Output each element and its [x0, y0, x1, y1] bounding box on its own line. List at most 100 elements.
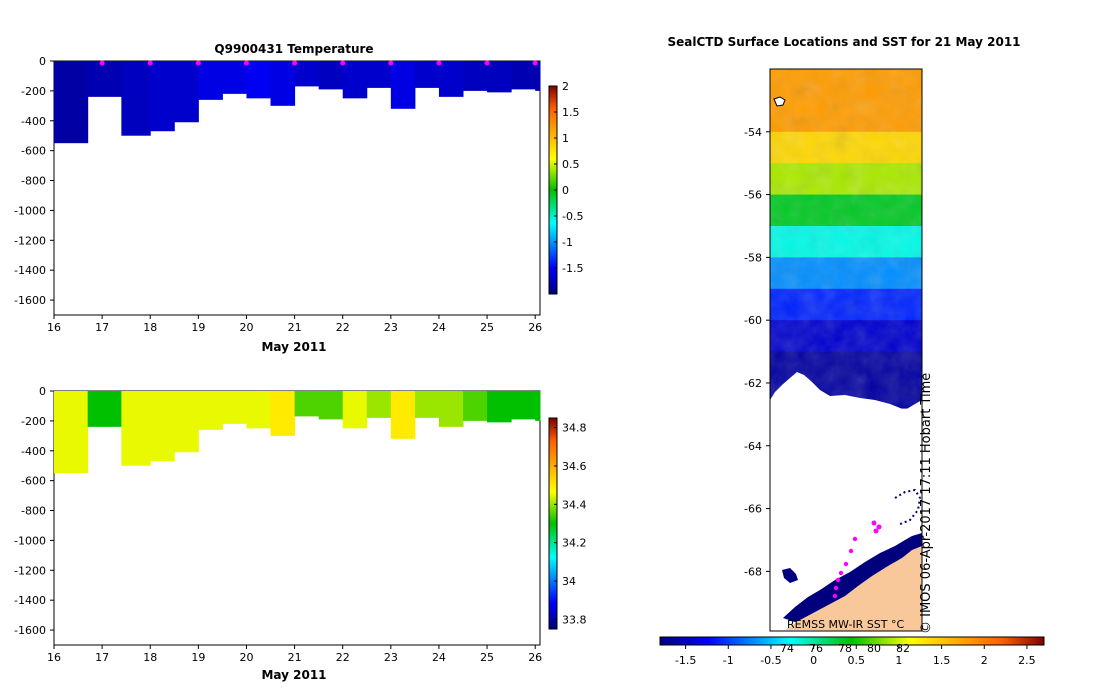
- x-tick-label: 16: [47, 321, 61, 334]
- y-tick-label: -1600: [14, 294, 46, 307]
- colorbar-tick-label: 33.8: [562, 613, 587, 626]
- lat-tick-label: -54: [744, 126, 762, 139]
- x-tick-label: 26: [528, 321, 542, 334]
- x-tick-label: 19: [191, 651, 205, 664]
- sst-colorbar-tick-label: 2.5: [1018, 654, 1036, 667]
- seal-location: [876, 524, 882, 530]
- profile-cell: [270, 391, 296, 436]
- x-tick-label: 20: [239, 651, 253, 664]
- profile-cell: [463, 391, 488, 421]
- sst-colorbar-sublabel: 74: [780, 642, 794, 655]
- profile-cell: [54, 391, 89, 474]
- profile-cell: [438, 61, 464, 97]
- sst-colorbar-tick-label: -1.5: [675, 654, 696, 667]
- sea-ice-edge-fringe: [894, 488, 922, 526]
- y-tick-label: -1400: [14, 264, 46, 277]
- y-tick-label: -400: [21, 115, 46, 128]
- colorbar-tick-label: -1.5: [562, 262, 583, 275]
- x-tick-label: 22: [336, 321, 350, 334]
- salinity-xlabel: May 2011: [261, 668, 326, 682]
- sst-colorbar-sublabel: 76: [809, 642, 823, 655]
- profile-cell: [535, 391, 541, 421]
- x-tick-label: 24: [432, 651, 446, 664]
- sea-ice-patch: [782, 568, 798, 583]
- colorbar-tick-label: -0.5: [562, 210, 583, 223]
- sst-colorbar-tick-label: 0: [810, 654, 817, 667]
- profile-cell: [414, 61, 440, 88]
- profile-cell: [390, 61, 416, 109]
- map-latitude-axis: -54 -56 -58 -60 -62 -64 -66 -68: [744, 126, 770, 578]
- colorbar-tick-label: 1: [562, 132, 569, 145]
- ice-edge: [770, 372, 922, 411]
- seal-location: [873, 528, 879, 534]
- profile-cell: [198, 61, 223, 100]
- seal-location: [843, 561, 849, 567]
- sst-colorbar-sublabel: 82: [896, 642, 910, 655]
- sst-colorbar-sublabel: 78: [838, 642, 852, 655]
- temperature-plot: 16 17 18 19 20 21 22 23 24 25 26 0 -200 -400 -600 -800 -…: [14, 55, 542, 354]
- profile-cell: [222, 61, 247, 94]
- x-tick-label: 23: [384, 651, 398, 664]
- y-tick-label: -800: [21, 175, 46, 188]
- sst-colorbar-tick-label: -1: [723, 654, 734, 667]
- x-tick-label: 17: [95, 651, 109, 664]
- salinity-colorbar-bar: [548, 417, 558, 630]
- lat-tick-label: -64: [744, 440, 762, 453]
- colorbar-tick-label: -1: [562, 236, 573, 249]
- seal-location: [852, 536, 858, 542]
- x-tick-label: 20: [239, 321, 253, 334]
- colorbar-tick-label: 34: [562, 575, 576, 588]
- x-tick-label: 22: [336, 651, 350, 664]
- map-title: SealCTD Surface Locations and SST for 21…: [667, 35, 1020, 49]
- profile-cell: [342, 61, 368, 99]
- profile-cell: [366, 61, 392, 88]
- y-tick-label: 0: [39, 385, 46, 398]
- profile-cell: [87, 391, 122, 427]
- seal-location: [848, 548, 854, 554]
- y-tick-label: -600: [21, 475, 46, 488]
- imos-watermark: © IMOS 06-Apr-2017 17:11 Hobart Time: [919, 373, 934, 634]
- sst-colorbar-tick-label: 1: [895, 654, 902, 667]
- y-tick-label: -1000: [14, 204, 46, 217]
- colorbar-tick-label: 34.2: [562, 537, 587, 550]
- x-tick-label: 25: [480, 321, 494, 334]
- sst-colorbar-bar: [659, 636, 1045, 646]
- profile-marker: [147, 60, 153, 66]
- x-tick-label: 21: [288, 651, 302, 664]
- sst-colorbar-tick-label: 1.5: [933, 654, 951, 667]
- y-tick-label: -1200: [14, 234, 46, 247]
- profile-markers: [99, 60, 538, 66]
- profile-cell: [487, 391, 512, 423]
- profile-cell: [121, 61, 151, 136]
- salinity-axes: 16 17 18 19 20 21 22 23 24 25 26 0 -200 -400 -600 -800 -…: [14, 385, 542, 664]
- profile-cell: [390, 391, 416, 439]
- profile-cell: [54, 61, 89, 144]
- sst-map: -54 -56 -58 -60 -62 -64 -66 -68 REMSS MW-IR SST…: [744, 68, 934, 634]
- lat-tick-label: -68: [744, 565, 762, 578]
- lat-tick-label: -60: [744, 314, 762, 327]
- y-tick-label: -600: [21, 145, 46, 158]
- salinity-colorbar: 34.8 34.6 34.4 34.2 34 33.8: [548, 417, 587, 630]
- x-tick-label: 25: [480, 651, 494, 664]
- profile-cell: [87, 61, 122, 97]
- x-tick-label: 26: [528, 651, 542, 664]
- profile-cell: [414, 391, 440, 418]
- profile-marker: [436, 60, 442, 66]
- temperature-cells: [54, 61, 541, 144]
- profile-cell: [366, 391, 392, 418]
- temperature-axes: 16 17 18 19 20 21 22 23 24 25 26 0 -200 -400 -600 -800 -…: [14, 55, 542, 334]
- y-tick-label: -800: [21, 505, 46, 518]
- antarctica-land: [785, 546, 922, 631]
- temperature-colorbar: 2 1.5 1 0.5 0 -0.5 -1 -1.5: [548, 80, 583, 295]
- profile-cell: [294, 61, 320, 87]
- profile-cell: [246, 391, 272, 429]
- x-tick-label: 17: [95, 321, 109, 334]
- x-tick-label: 16: [47, 651, 61, 664]
- seal-locations: [832, 520, 882, 599]
- seal-location: [838, 570, 844, 576]
- profile-cell: [463, 61, 488, 91]
- colorbar-tick-label: 1.5: [562, 106, 580, 119]
- seal-location: [871, 520, 877, 526]
- temperature-title: Q9900431 Temperature: [214, 42, 373, 56]
